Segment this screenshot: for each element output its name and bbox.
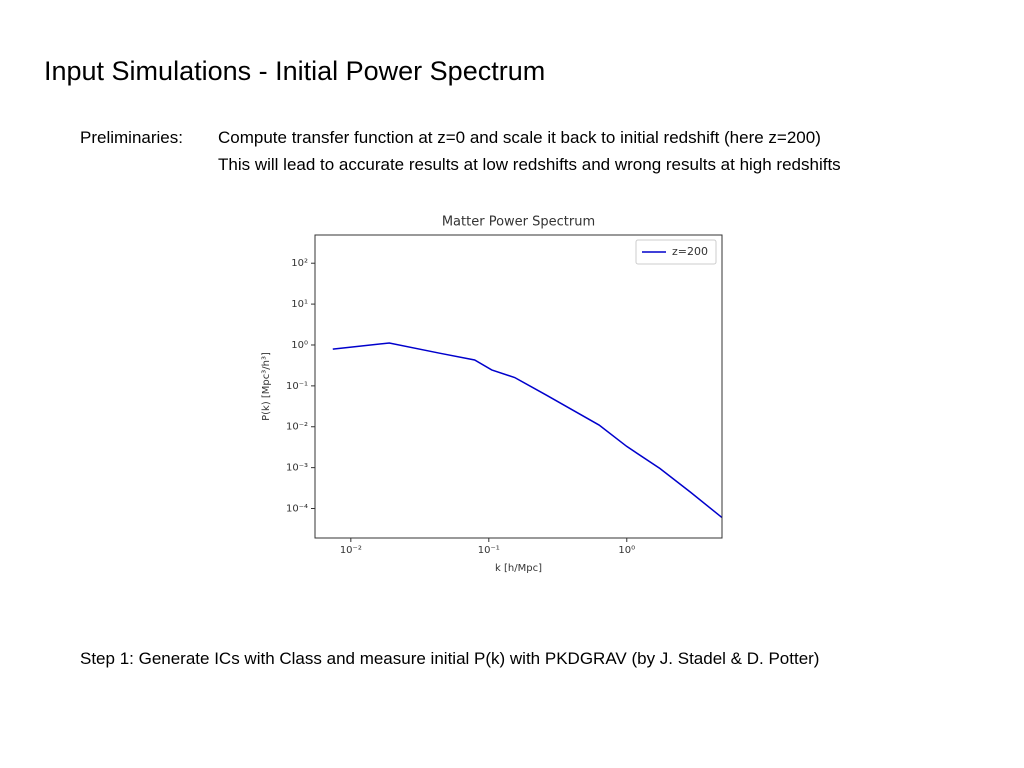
- plot-frame: [314, 234, 723, 539]
- y-tick-label: 10²: [291, 258, 308, 269]
- y-tick-label: 10⁻¹: [286, 381, 308, 392]
- preliminaries-line: Compute transfer function at z=0 and sca…: [218, 128, 821, 147]
- data-line: [332, 342, 722, 519]
- y-tick-label: 10⁻⁴: [286, 504, 308, 515]
- x-axis-label: k [h/Mpc]: [495, 563, 542, 574]
- legend-box: [635, 239, 717, 265]
- preliminaries-line: This will lead to accurate results at lo…: [218, 155, 841, 174]
- x-tick-label: 10⁻²: [340, 545, 362, 556]
- legend-label: z=200: [672, 245, 708, 258]
- x-tick-label: 10⁻¹: [478, 545, 500, 556]
- y-axis-label: P(k) [Mpc³/h³]: [261, 352, 272, 421]
- preliminaries-label: Preliminaries:: [80, 128, 183, 147]
- chart-title: Matter Power Spectrum: [442, 215, 595, 230]
- y-tick-label: 10⁻²: [286, 422, 308, 433]
- slide-title: Input Simulations - Initial Power Spectr…: [44, 56, 546, 86]
- x-tick-label: 10⁰: [618, 545, 635, 556]
- y-tick-label: 10⁻³: [286, 463, 308, 474]
- y-tick-label: 10¹: [291, 299, 308, 310]
- step-text: Step 1: Generate ICs with Class and meas…: [80, 649, 820, 668]
- y-tick-label: 10⁰: [291, 340, 308, 351]
